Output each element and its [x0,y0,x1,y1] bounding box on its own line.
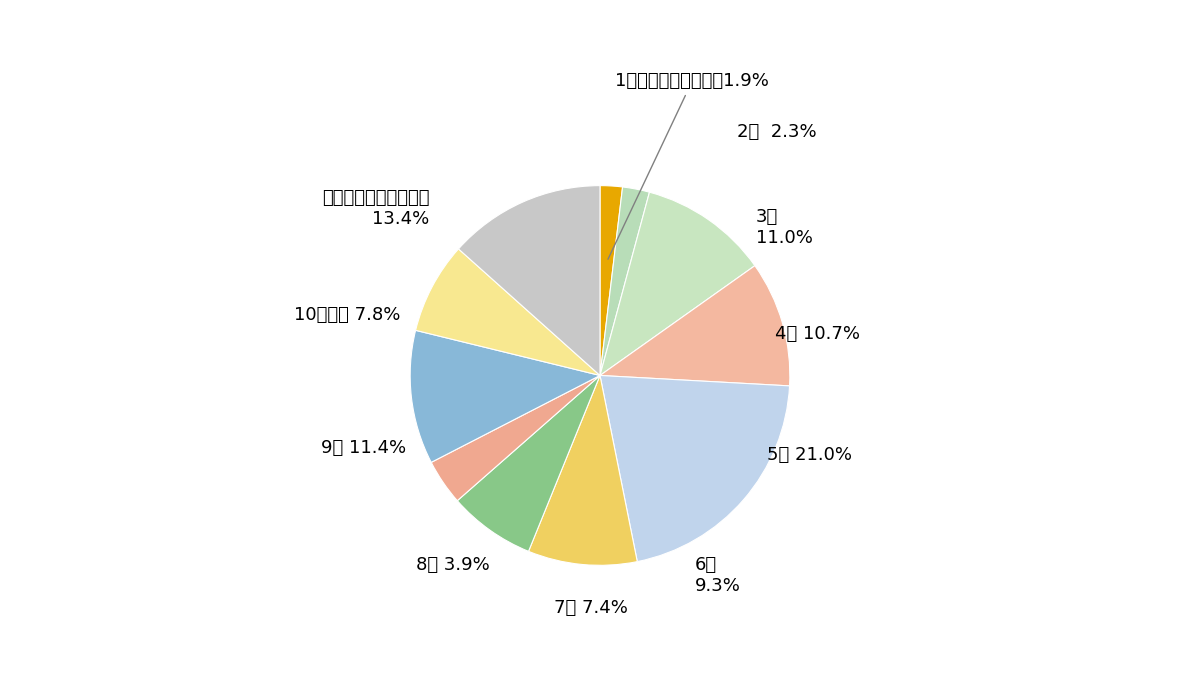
Text: 5日 21.0%: 5日 21.0% [767,446,852,464]
Text: 9日 11.4%: 9日 11.4% [322,439,407,456]
Text: 1日（連休ではない）1.9%: 1日（連休ではない）1.9% [608,72,769,259]
Text: 10日以上 7.8%: 10日以上 7.8% [294,306,401,324]
Text: 3日
11.0%: 3日 11.0% [756,208,812,247]
Wedge shape [600,192,755,375]
Wedge shape [457,375,600,551]
Text: 日数はまだわからない
13.4%: 日数はまだわからない 13.4% [322,189,430,227]
Text: 2日  2.3%: 2日 2.3% [737,124,816,142]
Text: 7日 7.4%: 7日 7.4% [553,599,628,618]
Wedge shape [431,375,600,501]
Wedge shape [528,375,637,565]
Wedge shape [600,375,790,562]
Wedge shape [600,186,623,375]
Wedge shape [600,187,649,375]
Text: 6日
9.3%: 6日 9.3% [695,556,740,595]
Text: 8日 3.9%: 8日 3.9% [416,556,490,574]
Wedge shape [600,266,790,386]
Wedge shape [458,186,600,375]
Text: 4日 10.7%: 4日 10.7% [775,325,859,343]
Wedge shape [410,330,600,462]
Wedge shape [415,249,600,375]
